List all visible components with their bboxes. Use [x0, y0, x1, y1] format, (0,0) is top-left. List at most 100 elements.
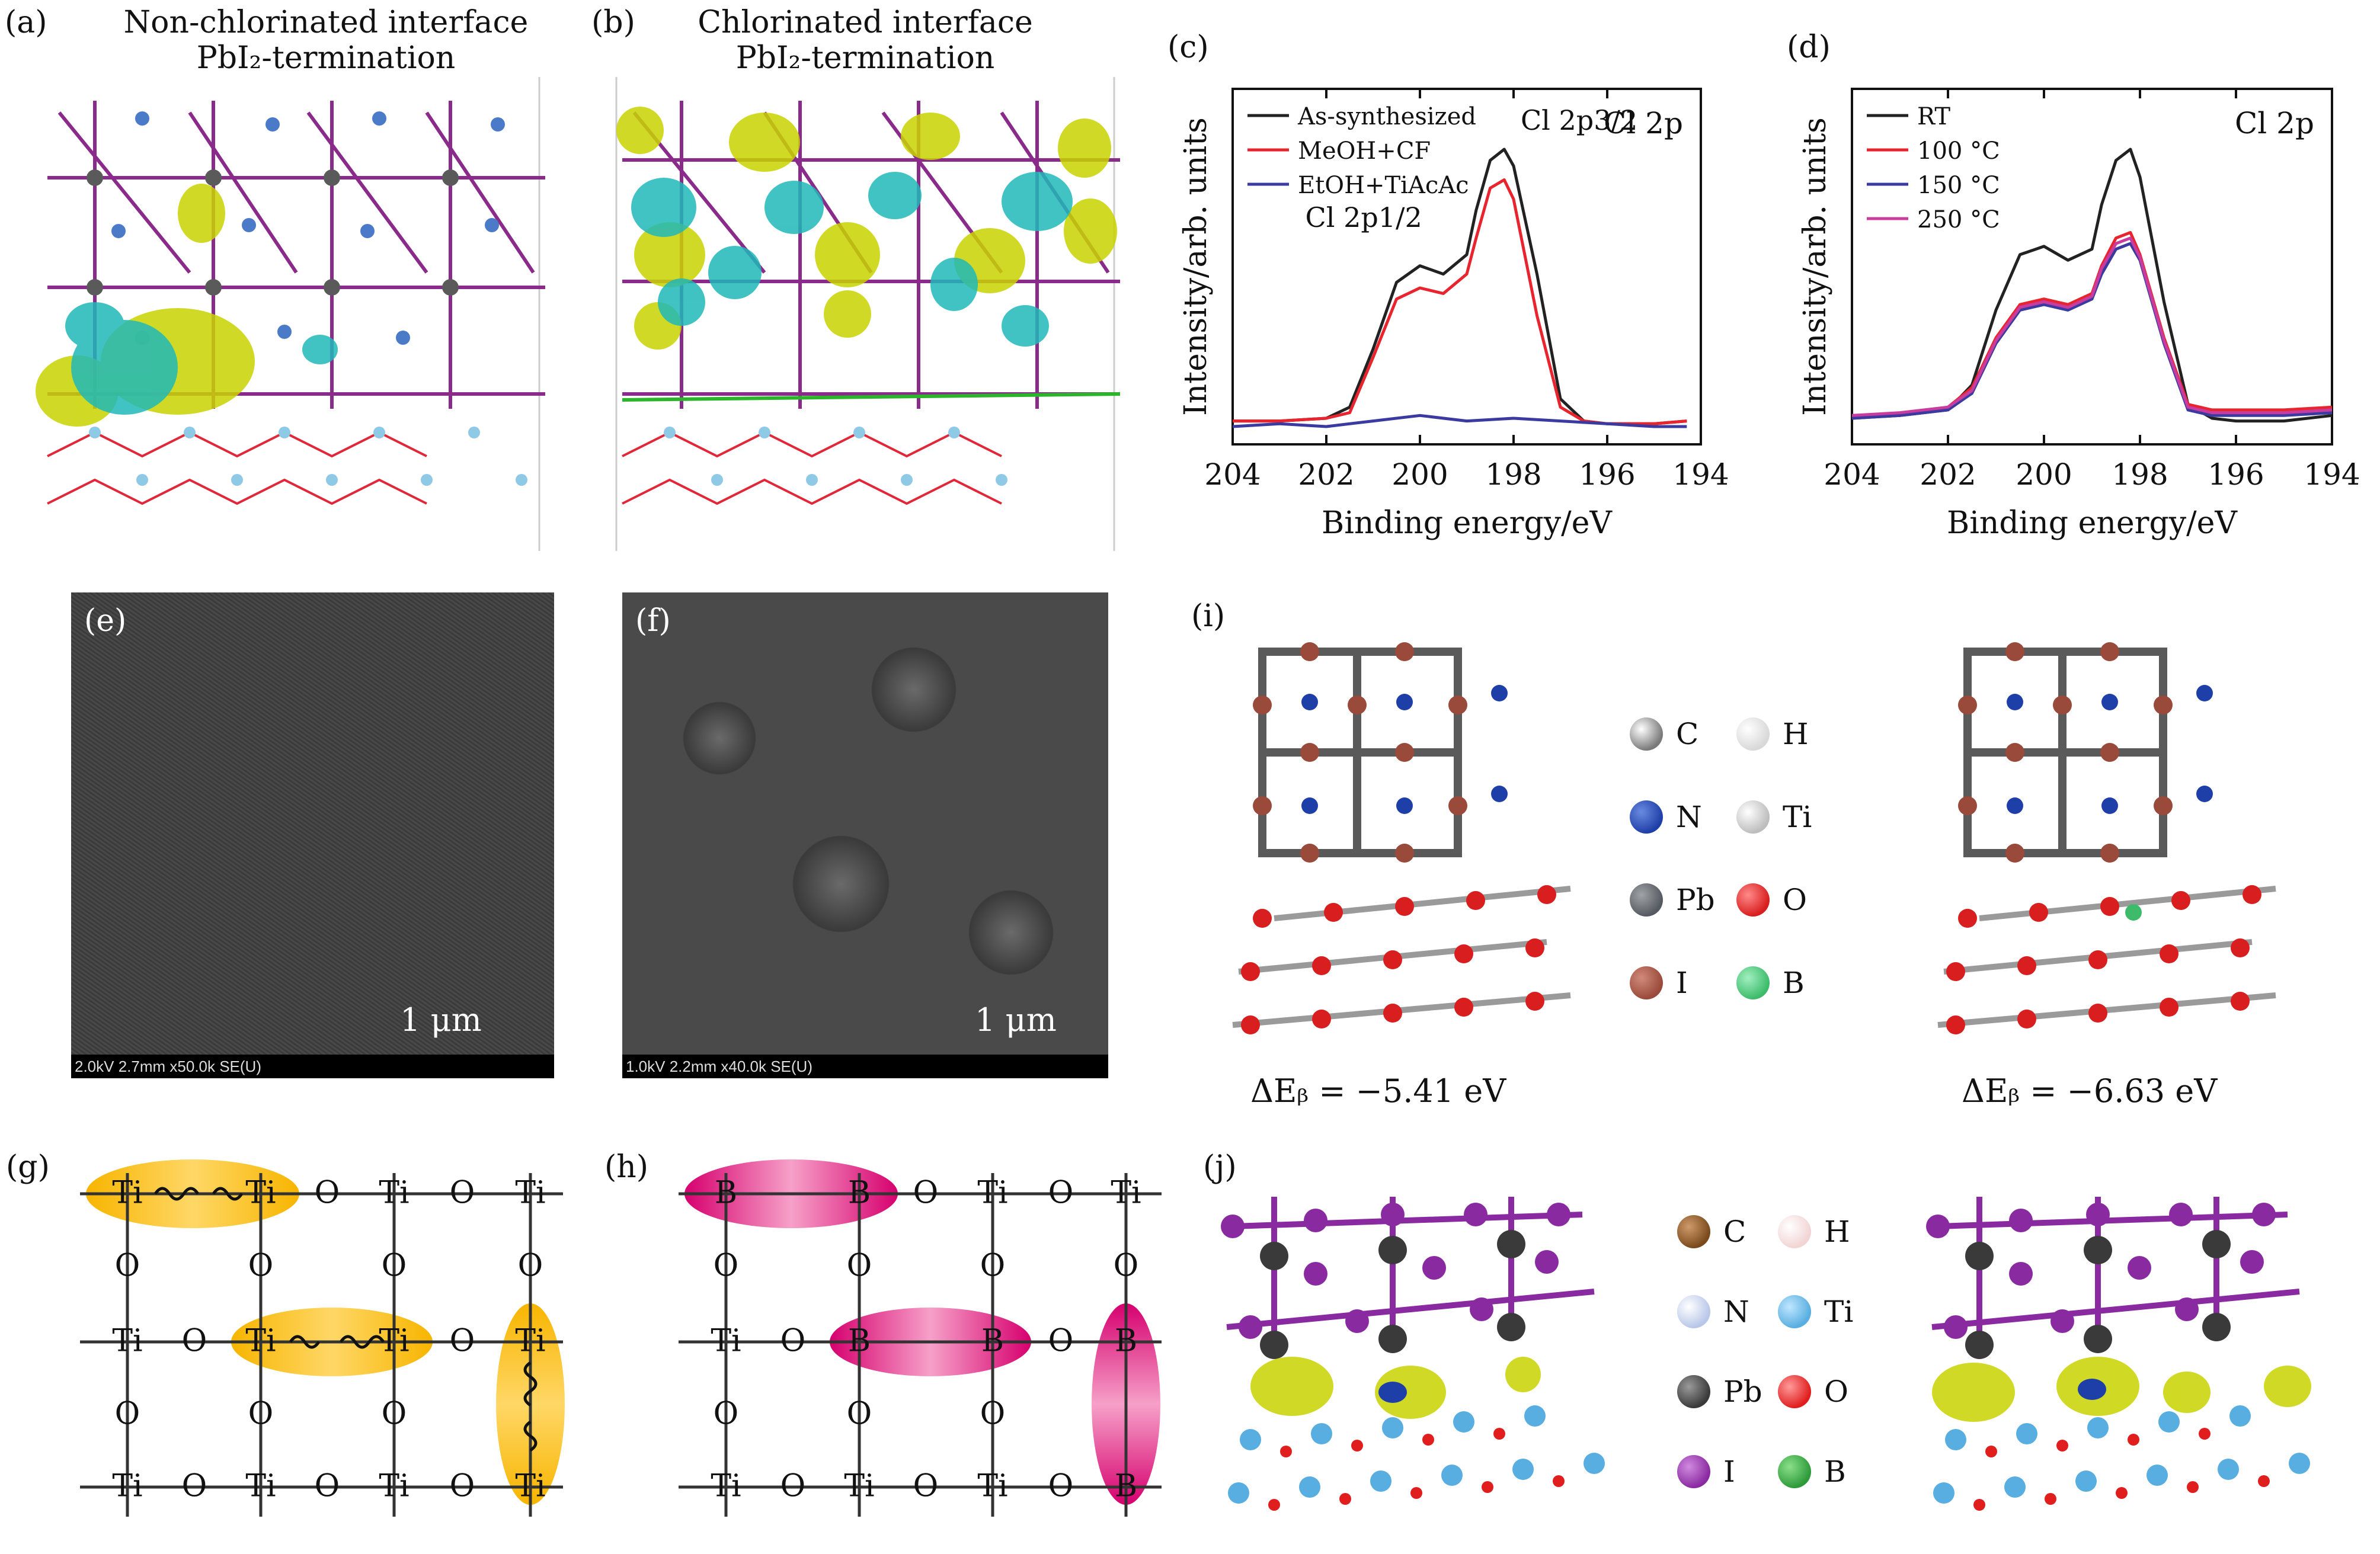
svg-text:Ti: Ti	[112, 1175, 142, 1211]
interface-structure-image	[599, 77, 1132, 551]
legend-item: H	[1736, 717, 1809, 751]
svg-text:O: O	[315, 1469, 340, 1504]
x-axis-label: Binding energy/eV	[1947, 505, 2238, 541]
legend-label: O	[1824, 1374, 1848, 1409]
legend-label: B	[1824, 1454, 1846, 1489]
x-tick-label: 196	[2208, 457, 2264, 492]
atom-swatch-h	[1778, 1215, 1811, 1248]
panel-label: (e)	[84, 603, 127, 639]
panel-b: (b) Chlorinated interface PbI₂-terminati…	[587, 0, 1156, 557]
x-tick-label: 194	[2304, 457, 2360, 492]
legend-item: N	[1630, 800, 1702, 834]
svg-text:Ti: Ti	[245, 1469, 276, 1504]
atom-swatch-i	[1677, 1455, 1710, 1488]
peak-label: Cl 2p1/2	[1306, 201, 1422, 233]
atom-swatch-i	[1630, 966, 1663, 999]
x-tick-label: 202	[1298, 457, 1354, 492]
svg-text:Ti: Ti	[112, 1469, 142, 1504]
interface-structure-image	[24, 77, 557, 551]
charge-density-image	[1926, 1197, 2311, 1511]
series-line	[1851, 236, 2333, 417]
svg-text:O: O	[182, 1469, 207, 1504]
panel-label: (d)	[1787, 30, 1831, 65]
svg-text:Ti: Ti	[711, 1469, 741, 1504]
series-line	[1851, 242, 2333, 420]
svg-text:B: B	[848, 1175, 871, 1211]
legend-item: Ti	[1778, 1295, 1853, 1329]
x-axis-label: Binding energy/eV	[1322, 505, 1613, 541]
panel-f-sem-image: (f) 1 μm 1.0kV 2.2mm x40.0k SE(U)	[622, 592, 1108, 1078]
legend-item: I	[1630, 966, 1688, 1000]
atom-swatch-c	[1677, 1215, 1710, 1248]
svg-text:Ti: Ti	[711, 1324, 741, 1359]
scale-label: 1 μm	[400, 1001, 482, 1039]
bonding-schematic: Ti Ti O Ti O Ti O O O O Ti O Ti Ti O Ti O O O Ti O Ti O Ti…	[80, 1159, 565, 1517]
panel-label: (f)	[635, 603, 671, 639]
x-tick-label: 196	[1579, 457, 1635, 492]
legend-item: N	[1677, 1295, 1749, 1329]
panel-title: Chlorinated interface	[698, 5, 1033, 40]
legend-label: MeOH+CF	[1298, 137, 1431, 165]
svg-text:O: O	[115, 1396, 140, 1432]
svg-text:O: O	[780, 1469, 806, 1504]
atom-swatch-c	[1630, 717, 1663, 751]
svg-text:O: O	[248, 1396, 274, 1432]
svg-text:O: O	[980, 1248, 1006, 1284]
panel-label: (c)	[1167, 30, 1209, 65]
atom-swatch-b	[1736, 966, 1770, 999]
panel-label: (g)	[6, 1149, 50, 1185]
svg-text:O: O	[248, 1248, 274, 1284]
svg-text:Ti: Ti	[515, 1469, 545, 1504]
panel-i: (i) ΔEᵦ = −5.41 eV C H N Ti Pb O I B ΔEᵦ…	[1191, 587, 2371, 1138]
legend-label: 150 °C	[1917, 172, 2000, 199]
svg-text:O: O	[315, 1175, 340, 1211]
svg-text:O: O	[847, 1248, 872, 1284]
legend-label: C	[1676, 717, 1699, 751]
legend-label: RT	[1917, 103, 1950, 130]
legend-label: N	[1723, 1295, 1749, 1329]
legend-item: Pb	[1630, 883, 1715, 917]
legend-label: N	[1676, 800, 1702, 834]
xps-chart: 204 202 200 198 196 194 Binding energy/eV Inten…	[1797, 88, 2360, 541]
series-line	[1232, 414, 1687, 428]
legend-label: O	[1783, 883, 1807, 917]
panel-h: (h) B B O Ti O Ti O O O O Ti O B B O B O O O Ti O Ti O Ti O B	[599, 1138, 1185, 1552]
legend-label: EtOH+TiAcAc	[1298, 172, 1469, 199]
atom-swatch-pb	[1630, 883, 1663, 917]
svg-text:O: O	[450, 1324, 475, 1359]
panel-label: (j)	[1203, 1149, 1237, 1185]
series-line	[1852, 230, 2333, 417]
svg-text:O: O	[1048, 1175, 1074, 1211]
legend-label: Pb	[1676, 883, 1715, 917]
svg-text:Ti: Ti	[379, 1175, 409, 1211]
svg-text:Ti: Ti	[515, 1324, 545, 1359]
panel-label: (a)	[5, 5, 47, 40]
legend-label: 250 °C	[1917, 206, 2000, 233]
panel-e-sem-image: (e) 1 μm 2.0kV 2.7mm x50.0k SE(U)	[71, 592, 554, 1078]
svg-text:O: O	[450, 1469, 475, 1504]
svg-text:Ti: Ti	[515, 1175, 545, 1211]
atom-swatch-n	[1677, 1295, 1710, 1328]
legend-label: Pb	[1723, 1374, 1762, 1409]
svg-text:Ti: Ti	[379, 1469, 409, 1504]
legend-item: O	[1736, 883, 1807, 917]
legend-label: As-synthesized	[1297, 103, 1476, 130]
legend-label: Ti	[1783, 800, 1812, 834]
panel-d: (d) 204 202 200 198 196 194 Binding energy/eV I…	[1778, 0, 2380, 581]
svg-text:O: O	[182, 1324, 207, 1359]
svg-text:O: O	[382, 1396, 407, 1432]
panel-a: (a) Non-chlorinated interface PbI₂-termi…	[0, 0, 569, 557]
legend-item: B	[1736, 966, 1805, 1000]
svg-text:O: O	[913, 1469, 939, 1504]
atom-swatch-ti	[1778, 1295, 1811, 1328]
atom-swatch-n	[1630, 800, 1663, 834]
svg-text:O: O	[847, 1396, 872, 1432]
chart-annotation: Cl 2p	[1604, 106, 1683, 140]
x-tick-label: 204	[1824, 457, 1880, 492]
legend-item: O	[1778, 1374, 1848, 1409]
panel-c: (c) 204 202 200 198 196 194 Binding energy/eV I…	[1162, 0, 1754, 581]
legend-item: I	[1677, 1454, 1735, 1489]
svg-text:O: O	[450, 1175, 475, 1211]
legend-label: B	[1783, 966, 1805, 1000]
